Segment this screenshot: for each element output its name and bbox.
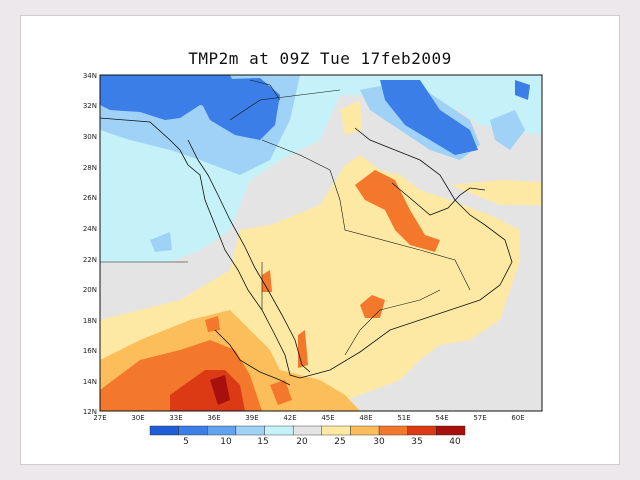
colorbar-swatch	[407, 425, 437, 436]
coastlines	[100, 117, 513, 386]
lon-tick-label: 45E	[321, 414, 334, 422]
field-deep-blue-iran	[380, 80, 478, 155]
colorbar-swatch	[178, 425, 208, 436]
colorbar-label: 40	[449, 437, 461, 447]
lon-tick-label: 27E	[93, 414, 106, 422]
lat-tick-label: 34N	[83, 72, 97, 80]
colorbar-label: 5	[183, 437, 189, 447]
lat-tick-label: 32N	[83, 102, 97, 110]
lat-tick-label: 12N	[83, 408, 97, 416]
lat-tick-label: 16N	[83, 347, 97, 355]
colorbar-swatch	[292, 425, 323, 436]
field-light-blue-small	[490, 110, 525, 150]
field-yellow-east	[450, 180, 542, 205]
borders	[100, 79, 471, 356]
lon-tick-label: 48E	[359, 414, 372, 422]
colorbar-label: 35	[411, 437, 422, 447]
colorbar-label: 25	[334, 437, 345, 447]
lon-tick-label: 54E	[435, 414, 448, 422]
lat-tick-label: 24N	[83, 225, 97, 233]
lon-tick-label: 57E	[473, 414, 486, 422]
colorbar-swatch	[149, 425, 179, 436]
colorbar-swatch	[264, 425, 294, 436]
lat-tick-label: 14N	[83, 378, 97, 386]
lat-tick-label: 26N	[83, 194, 97, 202]
colorbar-swatch	[350, 425, 380, 436]
colorbar-label: 15	[257, 437, 268, 447]
field-red-orange-sudan	[205, 316, 220, 332]
lat-tick-label: 20N	[83, 286, 97, 294]
lon-tick-label: 42E	[283, 414, 296, 422]
field-red-orange-gulf	[355, 170, 440, 252]
lat-tick-label: 18N	[83, 317, 97, 325]
lat-axis: 34N 32N 30N 28N 26N 24N 22N 20N 18N 16N …	[83, 72, 97, 416]
lon-axis: 27E 30E 33E 36E 39E 42E 45E 48E 51E 54E …	[93, 414, 524, 422]
lat-tick-label: 22N	[83, 256, 97, 264]
temperature-field	[100, 75, 542, 411]
colorbar-swatch	[207, 425, 237, 436]
field-red-orange-horn	[270, 380, 292, 405]
map-frame	[99, 74, 543, 412]
field-deep-blue-ne	[515, 80, 530, 100]
lon-tick-label: 36E	[207, 414, 220, 422]
colorbar-swatch	[436, 425, 466, 436]
colorbar-label: 30	[373, 437, 385, 447]
lon-tick-label: 39E	[245, 414, 258, 422]
colorbar-label: 20	[296, 437, 308, 447]
field-yellow-north	[340, 100, 362, 135]
colorbar-labels: 5 10 15 20 25 30 35 40	[183, 437, 461, 447]
colorbar-swatch	[378, 425, 408, 436]
lon-tick-label: 33E	[169, 414, 182, 422]
map-title: TMP2m at 09Z Tue 17feb2009	[188, 49, 452, 68]
field-light-blue-spot	[150, 232, 172, 252]
colorbar-label: 10	[220, 437, 232, 447]
lon-tick-label: 51E	[397, 414, 410, 422]
colorbar-swatch	[235, 425, 265, 436]
lat-tick-label: 30N	[83, 133, 97, 141]
field-red-orange-spot	[360, 295, 385, 318]
lon-tick-label: 60E	[511, 414, 524, 422]
lat-tick-label: 28N	[83, 164, 97, 172]
field-dark-red	[210, 375, 230, 405]
field-red-orange-strip	[262, 270, 272, 292]
lon-tick-label: 30E	[131, 414, 144, 422]
field-deep-blue-levant	[200, 78, 280, 140]
colorbar-swatch	[321, 425, 351, 436]
colorbar	[149, 425, 466, 436]
